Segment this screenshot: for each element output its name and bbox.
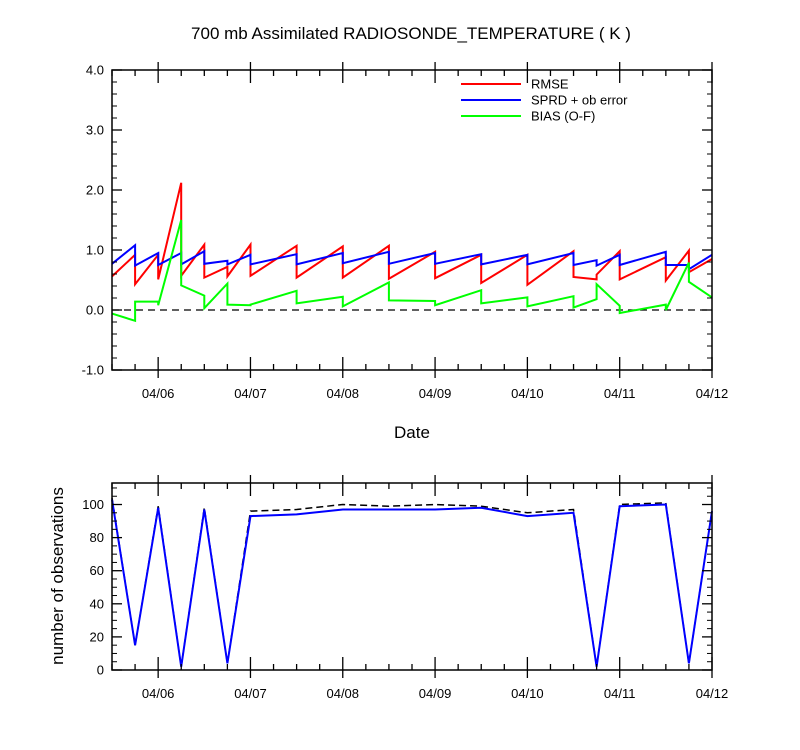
y-tick-label: -1.0 (82, 363, 104, 378)
x-tick-label: 04/06 (142, 686, 175, 701)
x-tick-label: 04/08 (326, 386, 359, 401)
x-tick-label: 04/09 (419, 386, 452, 401)
x-tick-label: 04/11 (604, 686, 636, 701)
series-line-bias-o-f (111, 219, 713, 323)
y-tick-label: 1.0 (86, 243, 104, 258)
x-tick-label: 04/12 (696, 386, 729, 401)
x-axis-title: Date (394, 423, 430, 442)
x-tick-label: 04/10 (511, 686, 544, 701)
y-tick-label: 0.0 (86, 303, 104, 318)
x-tick-label: 04/10 (511, 386, 544, 401)
x-tick-label: 04/12 (696, 686, 729, 701)
top-plot-frame (111, 69, 713, 371)
x-tick-label: 04/07 (234, 386, 267, 401)
top-chart: 700 mb Assimilated RADIOSONDE_TEMPERATUR… (82, 24, 729, 442)
x-tick-label: 04/11 (604, 386, 636, 401)
y-tick-label: 4.0 (86, 63, 104, 78)
y-tick-label: 3.0 (86, 123, 104, 138)
y-axis-title-observations: number of observations (48, 487, 67, 665)
y-tick-label: 40 (90, 596, 104, 611)
bottom-plot-frame (111, 482, 713, 671)
y-tick-label: 0 (97, 663, 104, 678)
series-line-solid (111, 499, 713, 667)
legend-label: BIAS (O-F) (531, 109, 595, 124)
y-tick-label: 100 (82, 497, 104, 512)
x-tick-label: 04/08 (326, 686, 359, 701)
x-tick-label: 04/09 (419, 686, 452, 701)
legend-label: SPRD + ob error (531, 93, 628, 108)
y-tick-label: 80 (90, 530, 104, 545)
bottom-chart: 0 20 40 60 80 100 04/06 04/07 04/08 04/09 04/10 04/… (48, 475, 728, 701)
x-tick-label: 04/06 (142, 386, 175, 401)
x-tick-label: 04/07 (234, 686, 267, 701)
legend-label: RMSE (531, 77, 569, 92)
y-tick-label: 60 (90, 563, 104, 578)
y-tick-label: 2.0 (86, 183, 104, 198)
y-tick-label: 20 (90, 629, 104, 644)
chart-title: 700 mb Assimilated RADIOSONDE_TEMPERATUR… (191, 24, 631, 43)
series-line-rmse (111, 182, 713, 288)
